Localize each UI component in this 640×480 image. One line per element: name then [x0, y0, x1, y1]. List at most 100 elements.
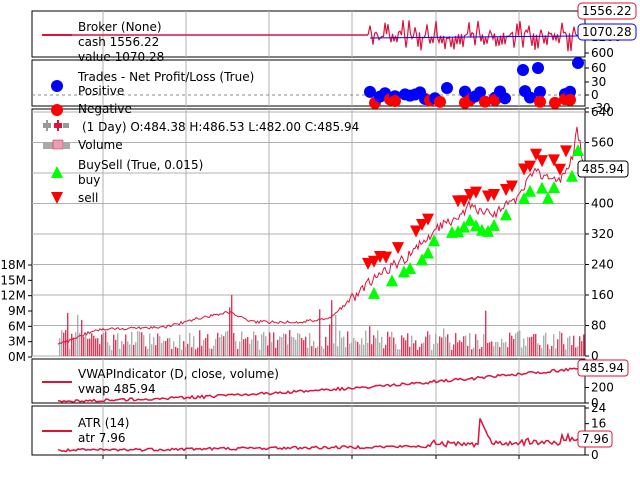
- volume-bar: [355, 340, 357, 356]
- ohlc-label: (1 Day) O:484.38 H:486.53 L:482.00 C:485…: [82, 120, 359, 134]
- volume-tick-label: 6M: [8, 319, 26, 333]
- sell-marker: [548, 154, 560, 167]
- volume-bar: [431, 349, 433, 356]
- volume-bar: [341, 337, 343, 356]
- volume-bar: [143, 335, 145, 356]
- vwap-tag: 485.94: [577, 359, 629, 377]
- volume-bar: [575, 347, 577, 356]
- volume-bar: [299, 333, 301, 356]
- price-tick-label: 320: [591, 227, 614, 241]
- value-tag: 1070.28: [577, 23, 637, 41]
- broker-panel: [31, 10, 586, 58]
- volume-bar: [357, 341, 359, 356]
- volume-bar: [163, 340, 165, 356]
- volume-bar: [159, 336, 161, 356]
- price-tick-label: 160: [591, 288, 614, 302]
- buy-marker: [572, 143, 584, 156]
- buy-marker: [500, 208, 512, 221]
- volume-bar: [579, 336, 581, 356]
- buy-marker: [518, 192, 530, 205]
- volume-tick-label: 15M: [0, 273, 26, 287]
- trade-negative-marker: [389, 95, 401, 108]
- volume-bar: [535, 333, 537, 356]
- volume-bar: [475, 334, 477, 356]
- last-price-tag: 485.94: [577, 160, 629, 178]
- volume-bar: [503, 342, 505, 356]
- volume-bar: [283, 333, 285, 356]
- price-tick-label: 400: [591, 197, 614, 211]
- volume-bar: [201, 345, 203, 356]
- volume-bar: [567, 337, 569, 356]
- sell-marker: [416, 219, 428, 232]
- volume-bar: [181, 349, 183, 356]
- atr-tick-label: 24: [591, 401, 606, 415]
- volume-bar: [381, 336, 383, 356]
- volume-bar: [467, 345, 469, 356]
- trades-tick-label: -30: [591, 101, 611, 115]
- volume-bar: [389, 336, 391, 356]
- volume-bar: [325, 336, 327, 356]
- volume-bar: [415, 340, 417, 356]
- volume-bar: [499, 347, 501, 356]
- volume-bar: [445, 336, 447, 356]
- buy-marker: [536, 181, 548, 194]
- trades-title: Trades - Net Profit/Loss (True): [77, 70, 254, 84]
- volume-bar: [385, 344, 387, 356]
- sell-label: sell: [78, 191, 98, 205]
- volume-bar: [263, 332, 265, 356]
- volume-bar: [179, 334, 181, 356]
- volume-bar: [387, 331, 389, 356]
- volume-bar: [527, 336, 529, 356]
- volume-bar: [429, 334, 431, 356]
- volume-bar: [277, 339, 279, 356]
- volume-bar: [75, 332, 77, 356]
- volume-bar: [333, 343, 335, 356]
- volume-bar: [239, 341, 241, 356]
- buy-marker: [464, 213, 476, 226]
- trades-tick-label: 0: [591, 88, 599, 102]
- trade-positive-marker: [534, 85, 546, 98]
- volume-tick-label: 0M: [8, 350, 26, 364]
- volume-bar: [455, 333, 457, 356]
- value-line: [369, 35, 579, 39]
- sell-marker: [380, 251, 392, 264]
- broker-title: Broker (None): [78, 20, 162, 34]
- volume-bar: [319, 309, 321, 356]
- sell-marker: [410, 225, 422, 238]
- volume-bar: [361, 338, 363, 356]
- volume-bar: [95, 338, 97, 356]
- sell-marker: [560, 145, 572, 158]
- volume-bar: [421, 343, 423, 356]
- volume-bar: [425, 336, 427, 356]
- buy-marker: [524, 184, 536, 197]
- volume-bar: [393, 337, 395, 356]
- volume-bar: [91, 333, 93, 356]
- volume-bar: [77, 314, 79, 356]
- volume-bar: [245, 338, 247, 356]
- volume-bar: [531, 336, 533, 356]
- volume-bar: [545, 332, 547, 356]
- volume-bar: [377, 330, 379, 356]
- volume-tick-label: 3M: [8, 335, 26, 349]
- volume-bar: [155, 345, 157, 356]
- volume-bar: [307, 347, 309, 356]
- volume-bar: [271, 342, 273, 356]
- volume-bar: [353, 337, 355, 356]
- volume-bar: [171, 348, 173, 356]
- volume-bar: [451, 349, 453, 356]
- vwap-panel: [31, 358, 586, 404]
- tick-labels: 6405604804003202401608004002000241680120…: [0, 30, 621, 462]
- volume-bar: [423, 342, 425, 356]
- price-legend: (1 Day) O:484.38 H:486.53 L:482.00 C:485…: [43, 120, 359, 205]
- volume-bar: [427, 331, 429, 356]
- volume-bar: [409, 346, 411, 356]
- volume-bar: [173, 341, 175, 356]
- cash-line-active: [367, 20, 579, 52]
- volume-bar: [99, 344, 101, 356]
- trade-negative-marker: [479, 95, 491, 108]
- sell-marker: [368, 255, 380, 268]
- volume-bar: [251, 339, 253, 356]
- volume-bar: [413, 343, 415, 356]
- volume-bar: [521, 347, 523, 356]
